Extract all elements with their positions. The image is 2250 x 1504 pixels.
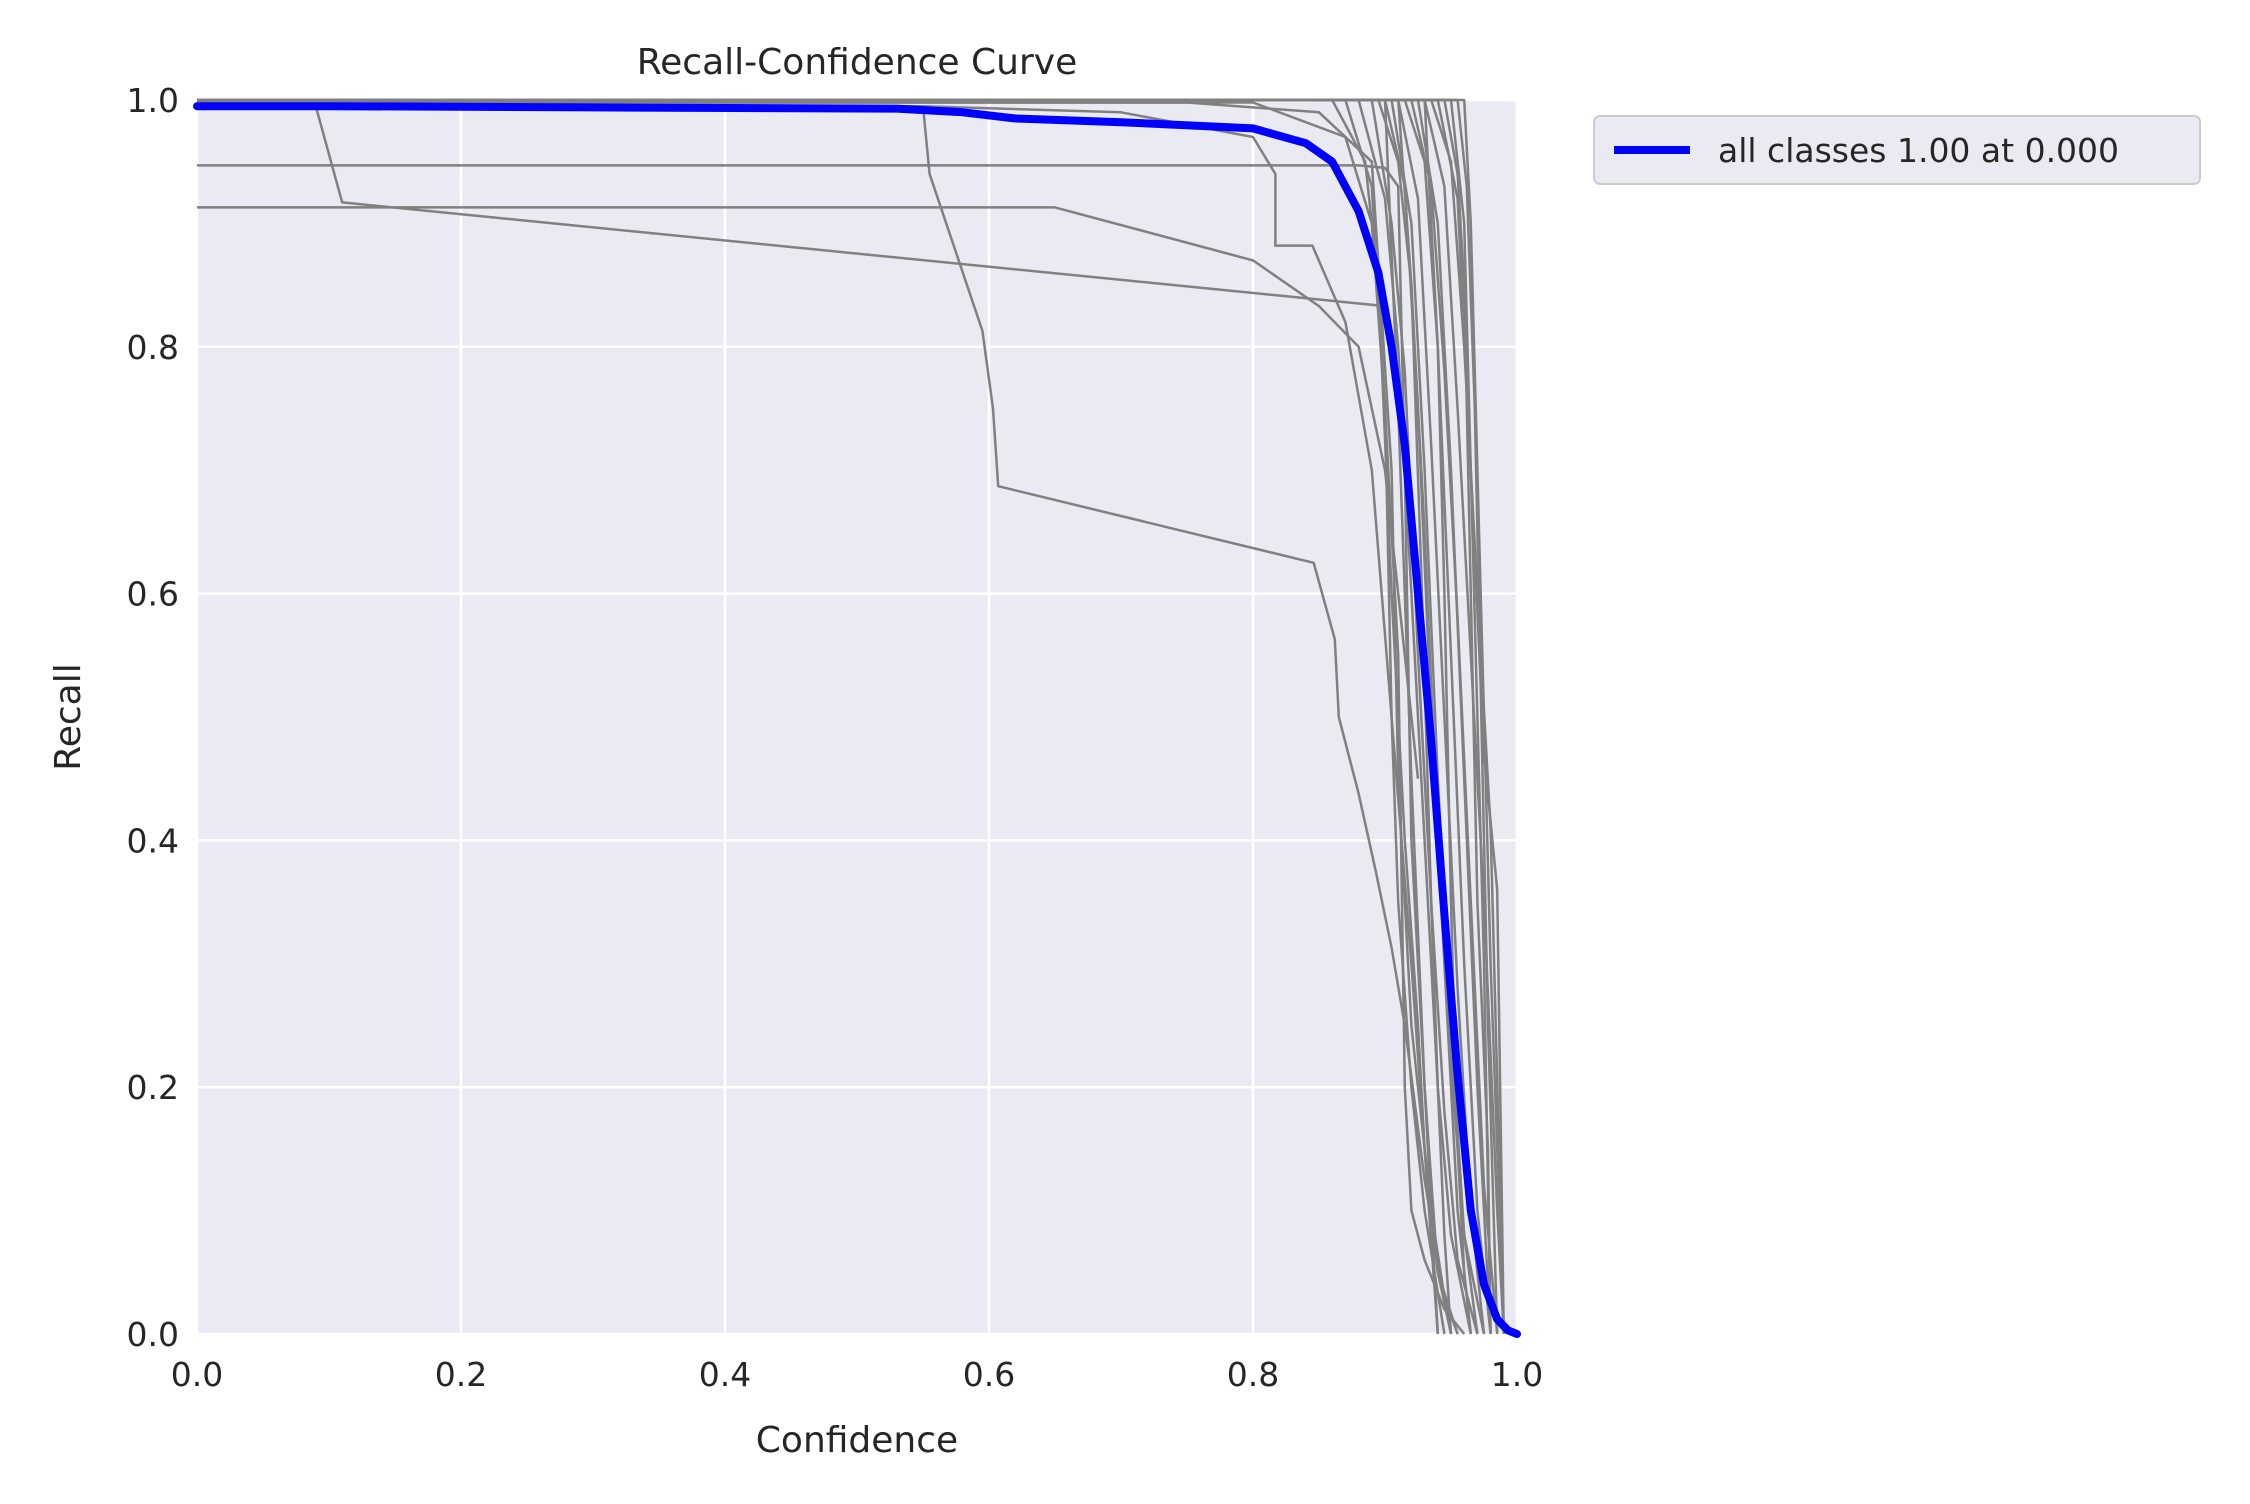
- x-tick-label: 0.2: [435, 1355, 487, 1394]
- class-curve-line: [197, 98, 1473, 1335]
- class-curve-line: [197, 98, 1479, 1335]
- class-curve-line: [197, 98, 1492, 1335]
- class-curve-line: [197, 104, 1453, 1335]
- x-axis-label: Confidence: [756, 1420, 958, 1461]
- all-classes-curve-line: [193, 102, 1521, 1338]
- x-tick-label: 0.0: [171, 1355, 223, 1394]
- y-tick-label: 0.4: [127, 821, 179, 860]
- class-curve-line: [197, 206, 1420, 779]
- class-curve-line: [197, 104, 1440, 1335]
- y-tick-label: 0.2: [127, 1068, 179, 1107]
- class-curve-line: [197, 98, 1473, 1335]
- class-curve-line: [197, 98, 1506, 1335]
- class-curve-line: [197, 98, 1506, 1335]
- legend: all classes 1.00 at 0.000: [1593, 115, 2201, 185]
- class-curve-line: [197, 98, 1453, 1335]
- y-tick-label: 0.6: [127, 575, 179, 614]
- x-tick-label: 0.4: [699, 1355, 751, 1394]
- class-curve-line: [197, 101, 1446, 1335]
- y-tick-label: 1.0: [127, 81, 179, 120]
- x-tick-label: 1.0: [1491, 1355, 1543, 1394]
- y-axis-label: Recall: [48, 663, 89, 770]
- class-curve-line: [197, 98, 1479, 1335]
- x-tick-label: 0.8: [1227, 1355, 1279, 1394]
- y-tick-labels: 0.0 0.2 0.4 0.6 0.8 1.0: [127, 81, 179, 1354]
- legend-box: [1593, 115, 2201, 185]
- class-curve-line: [197, 98, 1473, 1335]
- summary-curve: [193, 102, 1521, 1338]
- chart-title: Recall-Confidence Curve: [637, 42, 1077, 83]
- class-curve-line: [197, 101, 1459, 1335]
- class-curves: [197, 98, 1506, 1335]
- x-tick-labels: 0.0 0.2 0.4 0.6 0.8 1.0: [171, 1355, 1543, 1394]
- plot-background: [197, 100, 1517, 1334]
- y-tick-label: 0.0: [127, 1315, 179, 1354]
- x-tick-label: 0.6: [963, 1355, 1015, 1394]
- class-curve-line: [197, 98, 1440, 1335]
- y-tick-label: 0.8: [127, 328, 179, 367]
- legend-label: all classes 1.00 at 0.000: [1718, 131, 2119, 170]
